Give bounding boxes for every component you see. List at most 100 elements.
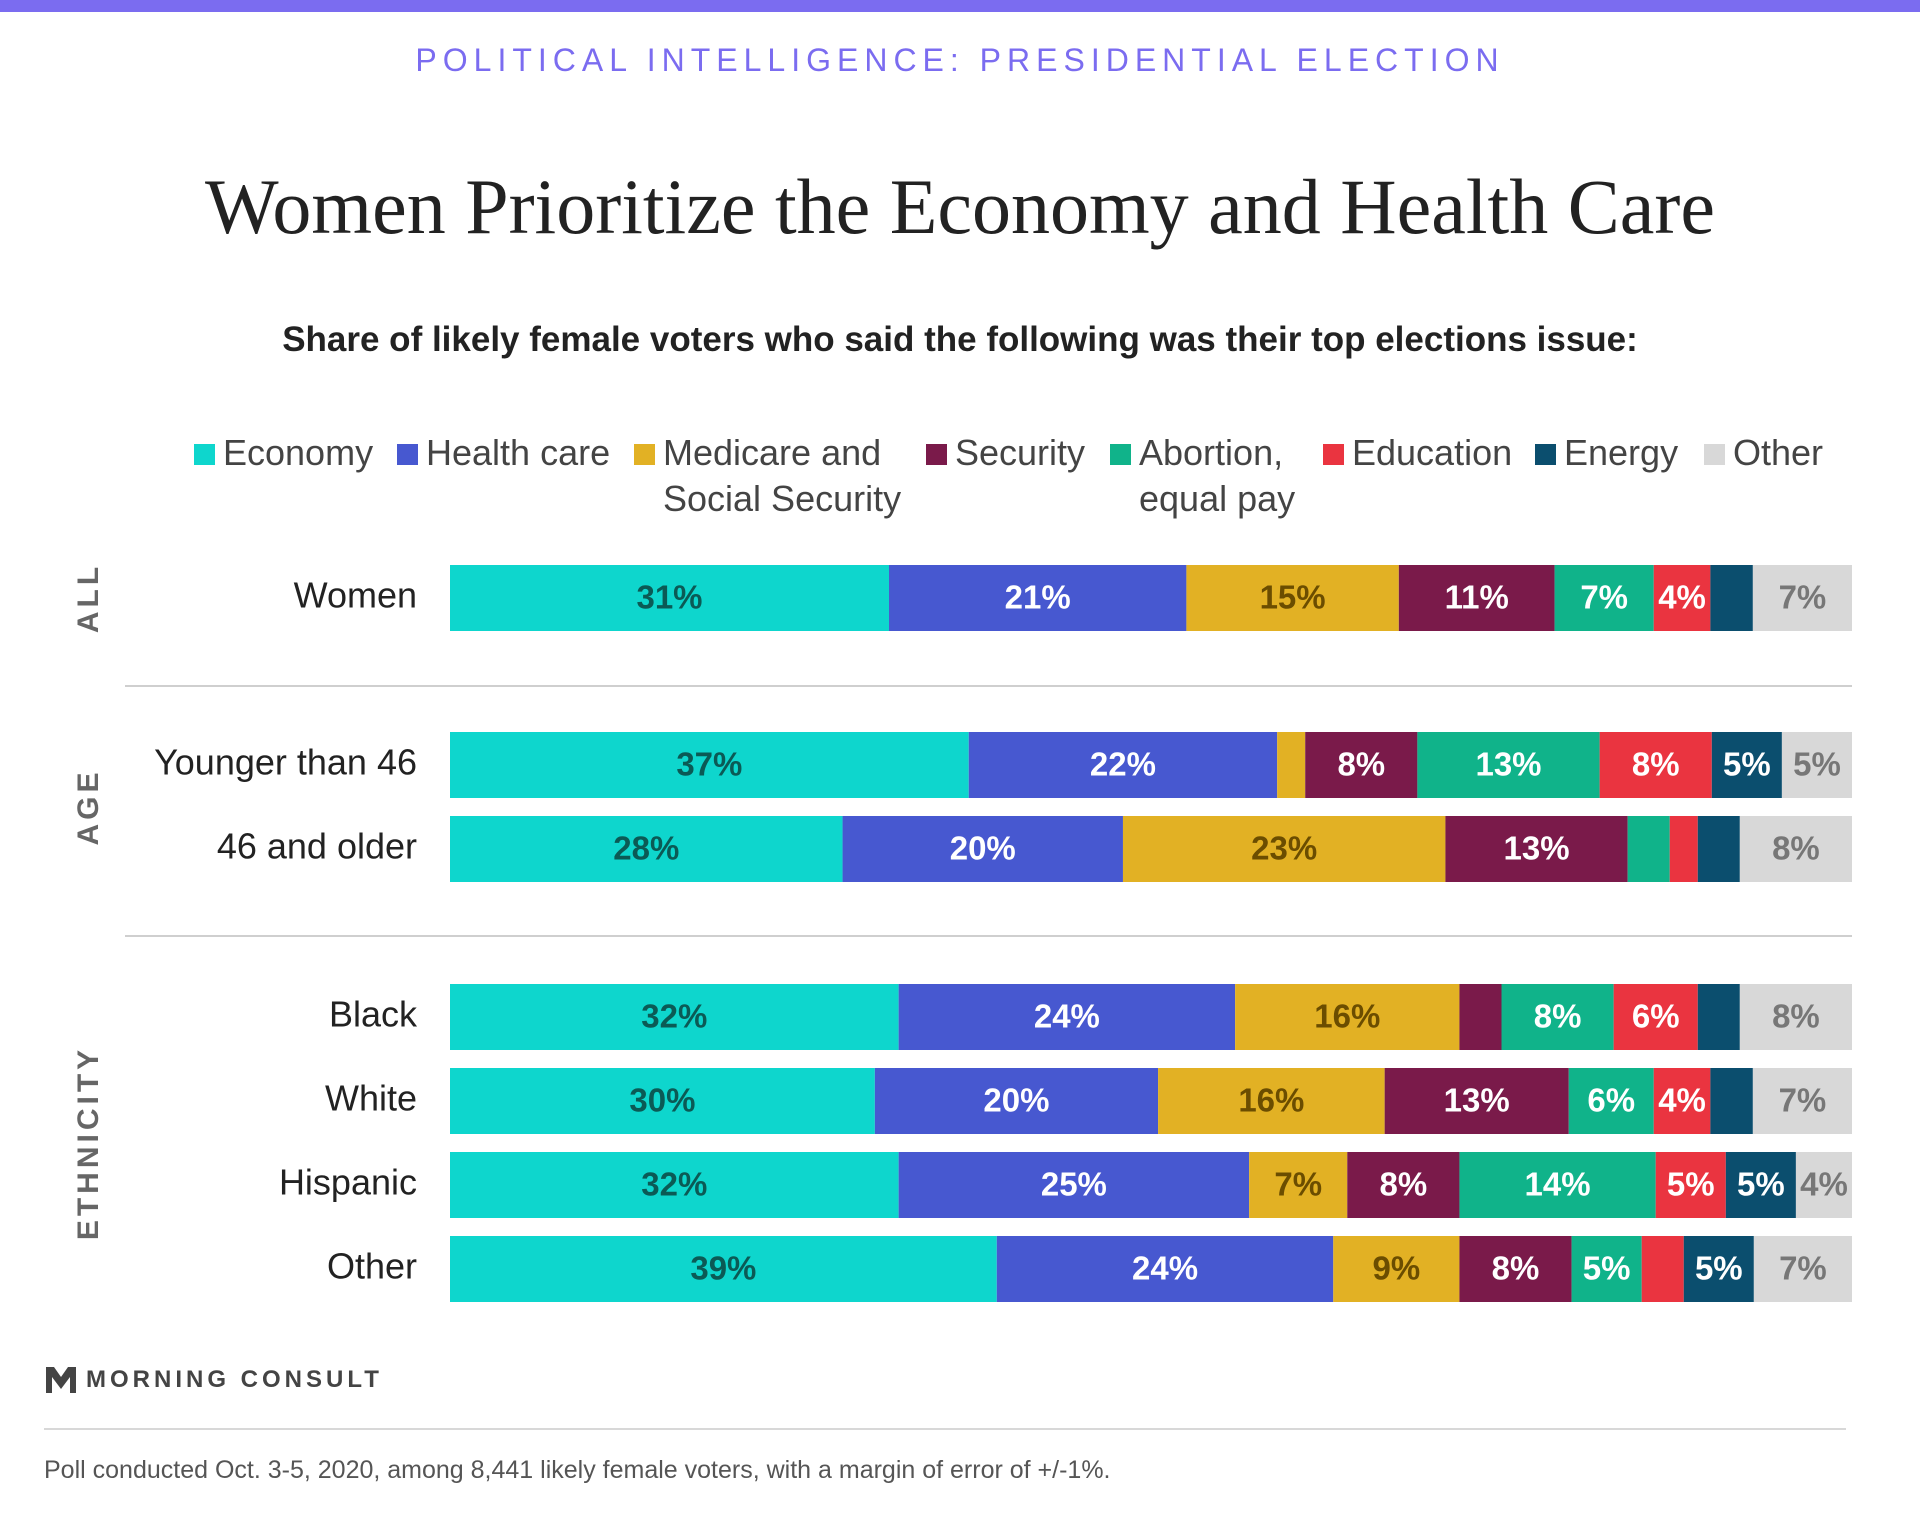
data-label: 7% <box>1779 579 1827 616</box>
data-label: 4% <box>1658 579 1706 616</box>
data-label: 5% <box>1667 1166 1715 1203</box>
bar-segment-health-care <box>996 1236 1334 1302</box>
bar-segment-economy <box>450 984 899 1050</box>
data-label: 21% <box>1005 579 1071 616</box>
chart-subtitle: Share of likely female voters who said t… <box>282 320 1638 359</box>
bar-segment-energy <box>1710 565 1753 631</box>
bar-segment-other <box>1753 1236 1852 1302</box>
bar-segment-economy <box>450 816 843 882</box>
bar-segment-economy <box>450 1152 899 1218</box>
data-label: 4% <box>1658 1082 1706 1119</box>
data-label: 8% <box>1772 830 1820 867</box>
legend-swatch <box>397 444 418 465</box>
data-label: 24% <box>1132 1250 1198 1287</box>
bar-segment-energy <box>1725 1152 1796 1218</box>
row-label: Black <box>329 994 418 1035</box>
bar-segment-education <box>1653 565 1711 631</box>
bar-segment-medicare-and-social-security <box>1333 1236 1460 1302</box>
bar-segment-abortion-equal-pay <box>1417 732 1600 798</box>
data-label: 8% <box>1380 1166 1428 1203</box>
bar-segment-health-care <box>968 732 1278 798</box>
bar-segment-economy <box>450 1068 875 1134</box>
legend-swatch <box>1323 444 1344 465</box>
data-label: 8% <box>1492 1250 1540 1287</box>
bar-segment-education <box>1669 816 1698 882</box>
bar-segment-health-care <box>898 1152 1250 1218</box>
bar-segment-medicare-and-social-security <box>1249 1152 1348 1218</box>
legend-item-other: Other <box>1704 430 1823 476</box>
data-label: 13% <box>1504 830 1570 867</box>
data-label: 8% <box>1772 998 1820 1035</box>
legend-swatch <box>1110 444 1131 465</box>
bar-segment-health-care <box>889 565 1187 631</box>
data-label: 11% <box>1445 579 1509 616</box>
data-label: 25% <box>1041 1166 1107 1203</box>
legend-label: Economy <box>223 432 374 473</box>
bar-segment-medicare-and-social-security <box>1122 816 1446 882</box>
bar-segment-education <box>1613 984 1698 1050</box>
bar-segment-energy <box>1711 732 1782 798</box>
bar-segment-education <box>1599 732 1712 798</box>
data-label: 6% <box>1587 1082 1635 1119</box>
bar-segment-abortion-equal-pay <box>1571 1236 1642 1302</box>
legend-label: Abortion, equal pay <box>1139 432 1296 519</box>
footnote: Poll conducted Oct. 3-5, 2020, among 8,4… <box>44 1456 1111 1484</box>
data-label: 39% <box>690 1250 756 1287</box>
bar-segment-economy <box>450 732 969 798</box>
legend-swatch <box>1535 444 1556 465</box>
data-label: 5% <box>1695 1250 1743 1287</box>
data-label: 7% <box>1779 1250 1827 1287</box>
legend-swatch <box>926 444 947 465</box>
data-label: 7% <box>1580 579 1628 616</box>
data-label: 20% <box>950 830 1016 867</box>
bar-segment-education <box>1653 1068 1711 1134</box>
legend-label: Energy <box>1564 432 1679 473</box>
row-label: 46 and older <box>217 826 417 867</box>
data-label: 8% <box>1534 998 1582 1035</box>
bar-segment-medicare-and-social-security <box>1186 565 1399 631</box>
data-label: 28% <box>613 830 679 867</box>
data-label: 5% <box>1793 746 1841 783</box>
legend-item-health-care: Health care <box>397 430 610 476</box>
legend-swatch <box>634 444 655 465</box>
bar-segment-abortion-equal-pay <box>1568 1068 1654 1134</box>
legend-item-abortion: Abortion, equal pay <box>1110 430 1309 522</box>
data-label: 30% <box>629 1082 695 1119</box>
data-label: 7% <box>1779 1082 1827 1119</box>
data-label: 4% <box>1800 1166 1848 1203</box>
data-label: 16% <box>1238 1082 1304 1119</box>
data-label: 16% <box>1314 998 1380 1035</box>
bar-segment-abortion-equal-pay <box>1554 565 1654 631</box>
group-label-all: ALL <box>72 563 105 633</box>
row-label: Other <box>327 1246 417 1287</box>
data-label: 14% <box>1525 1166 1591 1203</box>
bar-segment-security <box>1384 1068 1569 1134</box>
bar-segment-other <box>1739 984 1852 1050</box>
data-label: 7% <box>1274 1166 1322 1203</box>
data-label: 5% <box>1737 1166 1785 1203</box>
bar-segment-education <box>1641 1236 1684 1302</box>
data-label: 8% <box>1632 746 1680 783</box>
data-label: 13% <box>1444 1082 1510 1119</box>
top-accent-bar <box>0 0 1920 12</box>
bar-segment-abortion-equal-pay <box>1459 1152 1656 1218</box>
bar-segment-security <box>1347 1152 1460 1218</box>
data-label: 22% <box>1090 746 1156 783</box>
legend-item-economy: Economy <box>194 430 373 476</box>
bar-segment-security <box>1445 816 1628 882</box>
data-label: 23% <box>1251 830 1317 867</box>
footer-divider <box>44 1428 1846 1430</box>
data-label: 5% <box>1723 746 1771 783</box>
kicker: POLITICAL INTELLIGENCE: PRESIDENTIAL ELE… <box>415 42 1505 78</box>
bar-segment-security <box>1398 565 1555 631</box>
data-label: 15% <box>1260 579 1326 616</box>
bar-segment-security <box>1459 984 1502 1050</box>
group-label-age: AGE <box>72 768 105 845</box>
bar-segment-other <box>1739 816 1852 882</box>
bar-segment-economy <box>450 1236 997 1302</box>
data-label: 32% <box>641 998 707 1035</box>
legend-label: Other <box>1733 432 1824 473</box>
bar-segment-energy <box>1683 1236 1754 1302</box>
bar-segment-energy <box>1710 1068 1753 1134</box>
